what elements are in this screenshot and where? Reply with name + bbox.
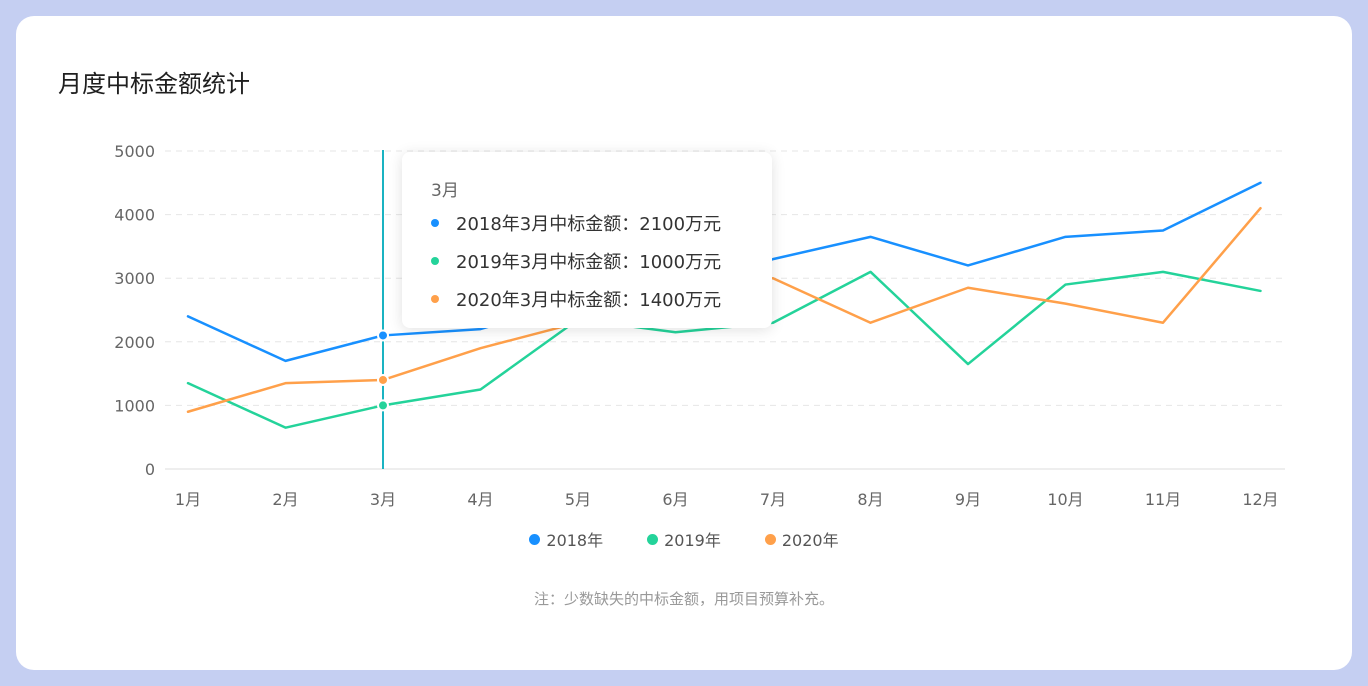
highlight-point <box>377 373 389 386</box>
legend-item-2020[interactable]: 2020年 <box>764 527 839 551</box>
legend-dot-2018 <box>529 533 541 545</box>
highlight-point <box>377 329 389 342</box>
highlight-point <box>377 399 389 412</box>
tooltip-title: 3月 <box>431 181 459 201</box>
x-tick-label: 3月 <box>370 490 396 509</box>
y-tick-label: 5000 <box>114 142 155 161</box>
tooltip-dot-2018 <box>431 219 439 227</box>
tooltip-label-2019: 2019年3月中标金额：1000万元 <box>456 252 722 273</box>
x-tick-label: 7月 <box>760 490 786 509</box>
tooltip: 3月 2018年3月中标金额：2100万元 2019年3月中标金额：1000万元… <box>402 152 772 328</box>
legend-item-2018[interactable]: 2018年 <box>529 527 603 551</box>
y-tick-label: 2000 <box>114 333 155 352</box>
x-axis-ticks: 1月 2月 3月 4月 5月 6月 7月 8月 9月 10月 11月 12月 <box>175 490 1279 509</box>
footnote: 注：少数缺失的中标金额，用项目预算补充。 <box>533 590 834 608</box>
x-tick-label: 8月 <box>857 490 883 509</box>
y-tick-label: 4000 <box>114 206 155 225</box>
tooltip-row-2018: 2018年3月中标金额：2100万元 <box>431 210 721 236</box>
legend-dot-2020 <box>764 533 776 545</box>
tooltip-row-2019: 2019年3月中标金额：1000万元 <box>431 248 721 274</box>
y-tick-label: 0 <box>145 460 155 479</box>
x-tick-label: 10月 <box>1047 490 1083 509</box>
x-tick-label: 1月 <box>175 490 201 509</box>
y-tick-label: 3000 <box>114 269 155 288</box>
tooltip-row-2020: 2020年3月中标金额：1400万元 <box>431 286 721 312</box>
tooltip-dot-2019 <box>431 257 439 265</box>
x-tick-label: 12月 <box>1242 490 1278 509</box>
x-tick-label: 11月 <box>1145 490 1181 509</box>
x-tick-label: 5月 <box>565 490 591 509</box>
highlight-points <box>377 329 389 412</box>
x-tick-label: 4月 <box>467 490 493 509</box>
legend-label-2018: 2018年 <box>546 531 604 550</box>
y-tick-label: 1000 <box>114 396 155 415</box>
legend: 2018年 2019年 2020年 <box>0 527 1368 551</box>
chart-title: 月度中标金额统计 <box>58 70 250 98</box>
tooltip-dot-2020 <box>431 295 439 303</box>
legend-item-2019[interactable]: 2019年 <box>647 527 721 551</box>
y-axis-ticks: 0 1000 2000 3000 4000 5000 <box>114 142 155 479</box>
grid-lines <box>165 150 1285 470</box>
x-tick-label: 6月 <box>662 490 688 509</box>
legend-label-2019: 2019年 <box>664 531 721 550</box>
chart-card <box>16 16 1352 670</box>
x-tick-label: 2月 <box>272 490 298 509</box>
legend-dot-2019 <box>647 533 659 545</box>
tooltip-label-2018: 2018年3月中标金额：2100万元 <box>456 214 722 235</box>
legend-label-2020: 2020年 <box>781 531 839 550</box>
tooltip-label-2020: 2020年3月中标金额：1400万元 <box>456 290 722 311</box>
x-tick-label: 9月 <box>955 490 981 509</box>
